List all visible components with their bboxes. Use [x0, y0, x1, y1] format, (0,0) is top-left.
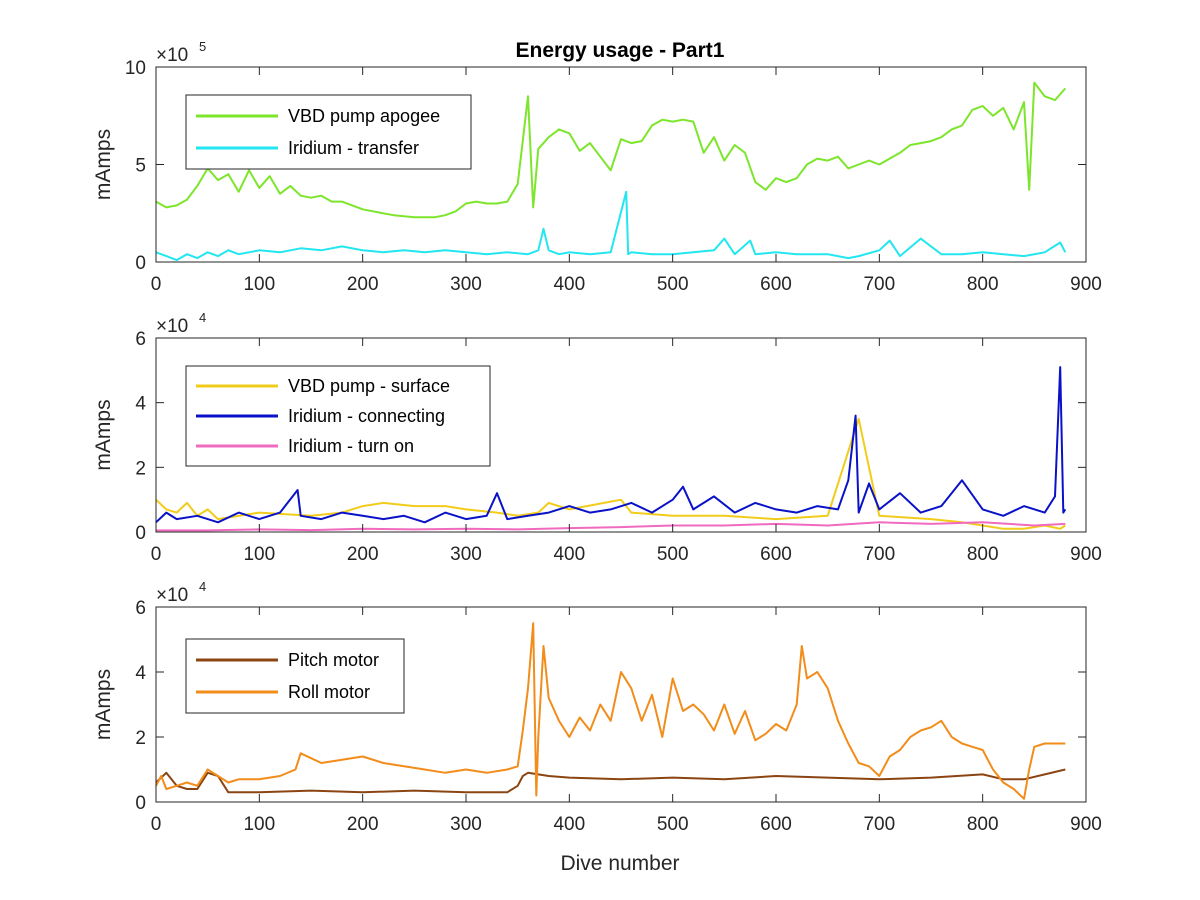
y-tick-label: 0 — [135, 523, 146, 544]
x-axis-label: Dive number — [560, 852, 679, 875]
legend-label-iridium-transfer: Iridium - transfer — [288, 138, 419, 158]
series-line-roll-motor — [155, 622, 1066, 800]
y-tick-label: 0 — [135, 253, 146, 274]
y-tick-label: 2 — [135, 458, 146, 479]
x-tick-label: 400 — [553, 274, 585, 295]
chart-title: Energy usage - Part1 — [516, 39, 725, 62]
x-tick-label: 600 — [760, 544, 792, 565]
x-tick-label: 800 — [967, 544, 999, 565]
x-tick-label: 300 — [450, 544, 482, 565]
x-tick-label: 700 — [863, 274, 895, 295]
y-tick-label: 6 — [135, 598, 146, 619]
series-line-iridium-connecting — [155, 366, 1067, 524]
x-tick-label: 200 — [347, 274, 379, 295]
y-tick-label: 6 — [135, 329, 146, 350]
x-tick-label: 0 — [151, 274, 162, 295]
legend-box — [185, 94, 472, 170]
x-tick-label: 100 — [243, 274, 275, 295]
x-tick-label: 900 — [1070, 544, 1102, 565]
y-axis-label: mAmps — [92, 129, 115, 200]
legend-label-vbd-pump-apogee: VBD pump apogee — [288, 106, 440, 126]
y-tick-label: 4 — [135, 394, 146, 415]
series-line-pitch-motor — [155, 768, 1066, 794]
x-tick-label: 500 — [657, 814, 689, 835]
y-exponent-label: ×10 — [156, 585, 188, 606]
y-exponent-label: ×10 — [156, 316, 188, 337]
x-tick-label: 300 — [450, 814, 482, 835]
x-tick-label: 200 — [347, 814, 379, 835]
x-tick-label: 700 — [863, 544, 895, 565]
series-line-iridium-turn-on — [156, 521, 1066, 532]
x-tick-label: 100 — [243, 814, 275, 835]
x-tick-label: 800 — [967, 814, 999, 835]
x-tick-label: 400 — [553, 544, 585, 565]
x-tick-label: 500 — [657, 544, 689, 565]
y-tick-label: 4 — [135, 663, 146, 684]
x-tick-label: 200 — [347, 544, 379, 565]
legend: Pitch motor Roll motor — [185, 638, 405, 714]
x-tick-label: 900 — [1070, 814, 1102, 835]
x-tick-label: 300 — [450, 274, 482, 295]
legend: VBD pump - surface Iridium - connecting Ir… — [185, 365, 491, 467]
y-exponent-power: 5 — [199, 39, 206, 54]
y-exponent-power: 4 — [199, 310, 206, 325]
y-axis-label: mAmps — [92, 399, 115, 470]
x-tick-label: 0 — [151, 544, 162, 565]
panel-vbd-surface-iridium: 0 100 200 300 400 500 600 700 800 900 0 2 4 6 ×10 4 mAmp… — [92, 310, 1102, 565]
series-line-vbd-pump-apogee — [155, 81, 1067, 219]
legend-label-pitch-motor: Pitch motor — [288, 650, 379, 670]
y-exponent-label: ×10 — [156, 45, 188, 66]
legend: VBD pump apogee Iridium - transfer — [185, 94, 472, 170]
x-tick-label: 800 — [967, 274, 999, 295]
x-tick-label: 100 — [243, 544, 275, 565]
x-tick-label: 500 — [657, 274, 689, 295]
legend-label-vbd-pump-surface: VBD pump - surface — [288, 376, 450, 396]
x-tick-label: 600 — [760, 814, 792, 835]
y-tick-label: 5 — [135, 156, 146, 177]
y-tick-label: 0 — [135, 793, 146, 814]
x-tick-label: 700 — [863, 814, 895, 835]
legend-label-iridium-connecting: Iridium - connecting — [288, 406, 445, 426]
legend-label-iridium-turn-on: Iridium - turn on — [288, 436, 414, 456]
x-tick-label: 900 — [1070, 274, 1102, 295]
axes-box — [155, 337, 1087, 533]
y-tick-label: 2 — [135, 728, 146, 749]
y-tick-label: 10 — [125, 58, 146, 79]
y-axis-label: mAmps — [92, 669, 115, 740]
legend-box — [185, 638, 405, 714]
x-tick-label: 600 — [760, 274, 792, 295]
series-line-iridium-transfer — [155, 190, 1067, 262]
x-tick-label: 0 — [151, 814, 162, 835]
panel-motors: 0 100 200 300 400 500 600 700 800 900 0 2 4 6 ×10 4 mAmp… — [92, 579, 1102, 835]
y-exponent-power: 4 — [199, 579, 206, 594]
x-tick-label: 400 — [553, 814, 585, 835]
axes-box — [155, 606, 1087, 803]
legend-label-roll-motor: Roll motor — [288, 682, 370, 702]
panel-vbd-iridium-transfer: 0 100 200 300 400 500 600 700 800 900 0 5 10 ×10 5 mAmp… — [92, 39, 1102, 295]
